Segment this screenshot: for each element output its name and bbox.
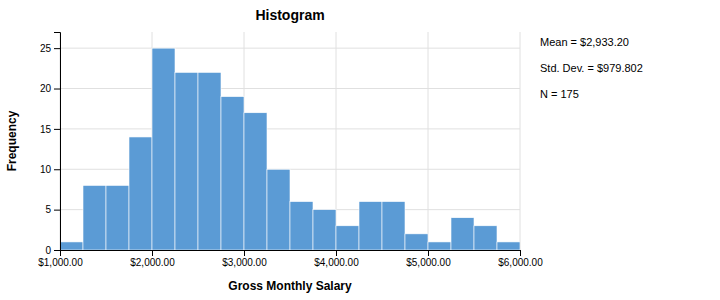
bar	[267, 169, 290, 250]
bar	[336, 226, 359, 250]
bar	[198, 72, 221, 250]
x-tick: $2,000.00	[130, 250, 175, 268]
x-tick: $4,000.00	[314, 250, 359, 268]
y-tick-label: 25	[40, 43, 52, 54]
grid-line	[60, 128, 520, 129]
y-tick-mark	[54, 169, 60, 170]
plot: $1,000.00 $2,000.00 $3,000.00 $4,000.00 $5,0…	[38, 32, 543, 268]
y-tick: 0	[45, 245, 60, 256]
y-axis-title: Frequency	[5, 110, 19, 171]
y-tick-mark	[54, 129, 60, 130]
y-tick-label: 10	[40, 164, 52, 175]
y-tick-mark	[54, 210, 60, 211]
bar	[221, 97, 244, 250]
bar	[106, 185, 129, 250]
bar	[175, 72, 198, 250]
x-tick-mark	[520, 250, 521, 256]
bar	[244, 113, 267, 250]
x-tick-mark	[152, 250, 153, 256]
y-tick-label: 20	[40, 83, 52, 94]
bar	[152, 48, 175, 250]
bar	[428, 242, 451, 250]
y-tick-mark	[54, 48, 60, 49]
y-tick: 20	[40, 83, 60, 94]
x-tick-label: $1,000.00	[38, 257, 83, 268]
grid-line	[60, 88, 520, 89]
bar	[382, 202, 405, 250]
y-tick-label: 15	[40, 124, 52, 135]
bar	[359, 202, 382, 250]
x-tick-mark	[336, 250, 337, 256]
x-tick-label: $5,000.00	[406, 257, 451, 268]
grid-line	[60, 48, 520, 49]
y-tick: 15	[40, 124, 60, 135]
bar	[83, 185, 106, 250]
x-tick: $3,000.00	[222, 250, 267, 268]
bar	[60, 242, 83, 250]
x-tick-label: $4,000.00	[314, 257, 359, 268]
chart: $1,000.00 $2,000.00 $3,000.00 $4,000.00 $5,0…	[0, 0, 720, 300]
grid-line	[428, 32, 429, 250]
y-tick-mark	[54, 250, 60, 251]
annotation: N = 175	[540, 88, 579, 100]
bar	[405, 234, 428, 250]
x-tick-label: $6,000.00	[498, 257, 543, 268]
x-axis: $1,000.00 $2,000.00 $3,000.00 $4,000.00 $5,0…	[38, 250, 543, 268]
annotations: Mean = $2,933.20 Std. Dev. = $979.802 N = …	[540, 36, 643, 100]
x-tick: $5,000.00	[406, 250, 451, 268]
x-tick: $6,000.00	[498, 250, 543, 268]
x-tick-mark	[244, 250, 245, 256]
annotation: Mean = $2,933.20	[540, 36, 629, 48]
annotation: Std. Dev. = $979.802	[540, 62, 643, 74]
bar	[451, 218, 474, 250]
y-axis-line	[54, 33, 61, 251]
y-tick: 10	[40, 164, 60, 175]
y-tick-label: 0	[45, 245, 51, 256]
bar	[474, 226, 497, 250]
x-axis-title: Gross Monthly Salary	[228, 279, 352, 293]
y-tick: 5	[45, 204, 60, 215]
bar	[313, 210, 336, 250]
grid-line	[520, 32, 521, 250]
title: Histogram	[255, 7, 324, 23]
bar	[290, 202, 313, 250]
bar	[497, 242, 520, 250]
y-tick-label: 5	[45, 204, 51, 215]
y-axis: 0 5 10 15 20 25	[40, 33, 61, 256]
y-tick-mark	[54, 89, 60, 90]
y-tick: 25	[40, 43, 60, 54]
bar	[129, 137, 152, 250]
x-tick-label: $2,000.00	[130, 257, 175, 268]
grid	[60, 32, 520, 250]
bars	[60, 48, 520, 250]
x-tick-mark	[428, 250, 429, 256]
x-axis-line	[61, 251, 521, 257]
x-tick-label: $3,000.00	[222, 257, 267, 268]
